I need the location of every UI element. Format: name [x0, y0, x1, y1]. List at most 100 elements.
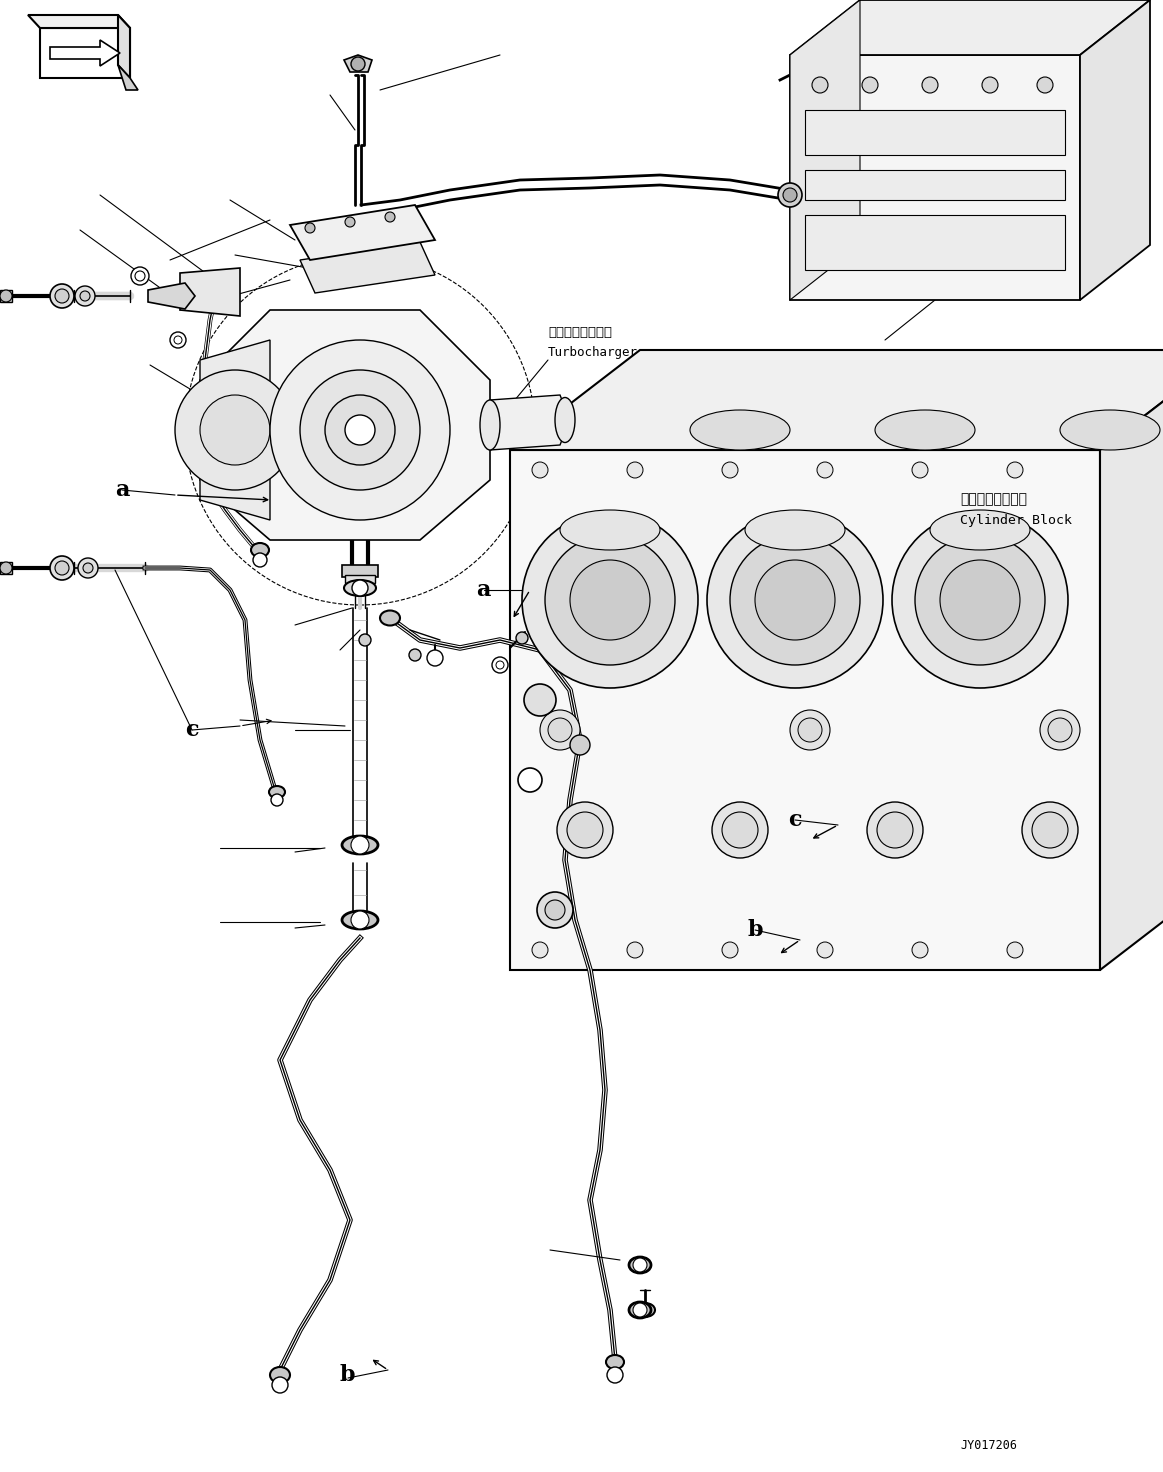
Polygon shape: [28, 15, 130, 28]
Circle shape: [570, 735, 590, 755]
Bar: [805, 169, 1065, 200]
Polygon shape: [290, 205, 435, 261]
Polygon shape: [511, 350, 1163, 450]
Circle shape: [730, 534, 859, 665]
Circle shape: [185, 255, 535, 605]
Ellipse shape: [606, 1356, 625, 1369]
Text: c: c: [789, 810, 801, 832]
Circle shape: [722, 813, 758, 848]
Circle shape: [607, 1367, 623, 1384]
Circle shape: [55, 289, 69, 303]
Circle shape: [200, 394, 270, 465]
Polygon shape: [200, 311, 490, 540]
Circle shape: [495, 661, 504, 668]
Circle shape: [78, 558, 98, 578]
Circle shape: [783, 188, 797, 202]
Text: JY017206: JY017206: [959, 1440, 1016, 1451]
Text: Turbocharger: Turbocharger: [548, 346, 638, 359]
Circle shape: [707, 512, 883, 687]
Circle shape: [866, 802, 923, 858]
Polygon shape: [1080, 0, 1150, 300]
Ellipse shape: [561, 509, 659, 551]
Circle shape: [1007, 942, 1023, 958]
Circle shape: [557, 802, 613, 858]
Circle shape: [0, 562, 12, 574]
Circle shape: [131, 266, 149, 286]
Ellipse shape: [380, 611, 400, 626]
Circle shape: [798, 718, 822, 742]
Circle shape: [518, 768, 542, 792]
Circle shape: [722, 942, 739, 958]
Circle shape: [940, 559, 1020, 640]
Circle shape: [1037, 77, 1053, 93]
Ellipse shape: [629, 1303, 651, 1317]
Ellipse shape: [270, 1367, 290, 1384]
Circle shape: [778, 183, 802, 208]
Polygon shape: [790, 54, 1080, 300]
Circle shape: [174, 336, 181, 344]
Circle shape: [516, 631, 528, 645]
Circle shape: [892, 512, 1068, 687]
Bar: [805, 215, 1065, 269]
Circle shape: [816, 942, 833, 958]
Polygon shape: [180, 268, 240, 316]
Circle shape: [712, 802, 768, 858]
Circle shape: [633, 1259, 647, 1272]
Polygon shape: [790, 0, 859, 300]
Circle shape: [83, 562, 93, 573]
Circle shape: [351, 57, 365, 71]
Ellipse shape: [555, 397, 575, 443]
Text: b: b: [748, 919, 763, 941]
Circle shape: [254, 553, 267, 567]
Circle shape: [525, 684, 556, 715]
Ellipse shape: [629, 1257, 651, 1273]
Circle shape: [548, 718, 572, 742]
Circle shape: [790, 710, 830, 751]
Text: Cylinder Block: Cylinder Block: [959, 514, 1072, 527]
Circle shape: [55, 561, 69, 576]
Circle shape: [324, 394, 395, 465]
Circle shape: [359, 634, 371, 646]
Circle shape: [305, 222, 315, 233]
Circle shape: [568, 813, 602, 848]
Circle shape: [627, 942, 643, 958]
Polygon shape: [200, 340, 270, 520]
Circle shape: [427, 651, 443, 665]
Circle shape: [0, 290, 12, 302]
Polygon shape: [344, 54, 372, 72]
Circle shape: [633, 1303, 647, 1317]
Circle shape: [345, 415, 374, 445]
Bar: [805, 110, 1065, 155]
Ellipse shape: [1059, 411, 1160, 450]
Circle shape: [170, 333, 186, 347]
Circle shape: [912, 462, 928, 478]
Circle shape: [862, 77, 878, 93]
Circle shape: [385, 212, 395, 222]
Bar: [345, 576, 374, 583]
Text: ターボチャージャ: ターボチャージャ: [548, 325, 612, 339]
Circle shape: [1007, 462, 1023, 478]
Circle shape: [545, 899, 565, 920]
Circle shape: [531, 462, 548, 478]
Text: b: b: [340, 1365, 355, 1387]
Circle shape: [135, 271, 145, 281]
Circle shape: [537, 892, 573, 927]
Text: FWD: FWD: [52, 60, 92, 75]
Circle shape: [722, 462, 739, 478]
Ellipse shape: [344, 580, 376, 596]
Circle shape: [74, 286, 95, 306]
Text: c: c: [185, 718, 199, 740]
Circle shape: [982, 77, 998, 93]
Circle shape: [522, 512, 698, 687]
Ellipse shape: [480, 400, 500, 450]
Circle shape: [627, 462, 643, 478]
Circle shape: [272, 1376, 288, 1393]
Circle shape: [300, 369, 420, 490]
Ellipse shape: [635, 1303, 655, 1317]
Circle shape: [912, 942, 928, 958]
Polygon shape: [0, 290, 12, 302]
Ellipse shape: [745, 509, 846, 551]
Polygon shape: [117, 65, 138, 90]
Polygon shape: [148, 283, 195, 309]
Polygon shape: [790, 0, 1150, 54]
